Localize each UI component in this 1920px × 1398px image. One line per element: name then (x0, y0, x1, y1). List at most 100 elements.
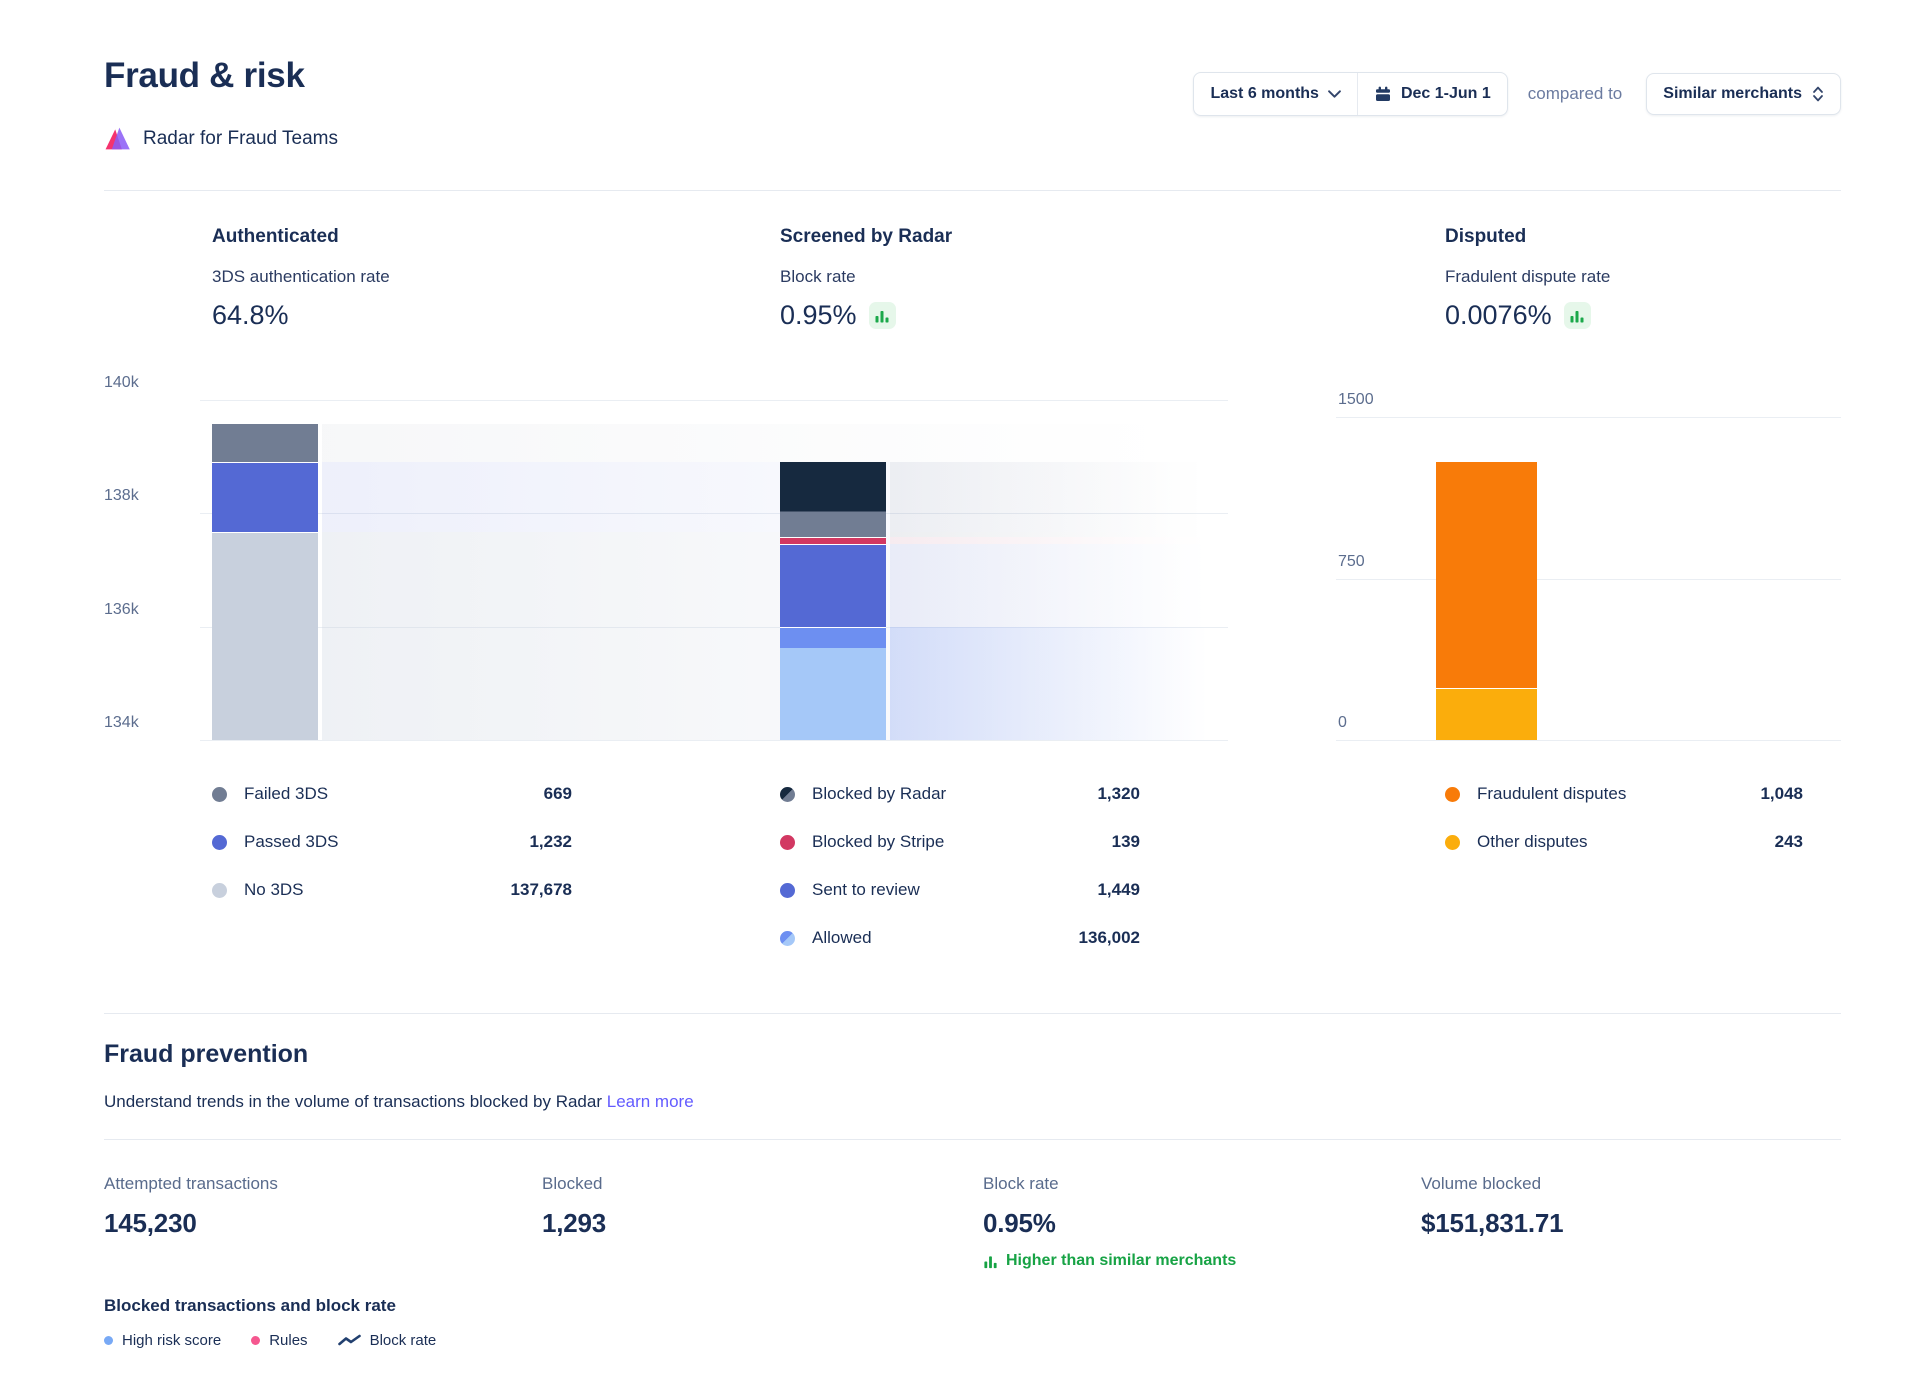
metric-authenticated: Authenticated 3DS authentication rate 64… (212, 226, 642, 331)
bar-segment-no-3ds[interactable] (212, 531, 318, 740)
y-axis-tick: 140k (104, 374, 139, 391)
legend-dot (780, 930, 795, 946)
metric-subtitle: Block rate (780, 267, 856, 286)
bar-segment-allowed[interactable] (780, 626, 886, 740)
legend-label: Blocked by Stripe (812, 832, 945, 851)
bar-segment-other-disputes[interactable] (1436, 687, 1537, 740)
compared-to-label: compared to (1527, 84, 1623, 103)
legend-dot (212, 834, 227, 850)
legend-value: 243 (1774, 832, 1803, 851)
legend-authenticated: Failed 3DS 669 Passed 3DS 1,232 No 3DS 1… (212, 770, 572, 914)
legend-item[interactable]: Passed 3DS 1,232 (212, 818, 572, 866)
range-selector-button[interactable]: Last 6 months (1194, 73, 1356, 115)
legend-item[interactable]: Sent to review 1,449 (780, 866, 1140, 914)
legend-item[interactable]: Blocked by Stripe 139 (780, 818, 1140, 866)
stat-attempted: Attempted transactions 145,230 (104, 1174, 278, 1239)
legend-item[interactable]: Failed 3DS 669 (212, 770, 572, 818)
legend-label: Fraudulent disputes (1477, 784, 1627, 803)
header-controls: Last 6 months Dec 1-Jun 1 compared (1193, 72, 1841, 116)
bar-trail (890, 461, 1228, 537)
legend-item[interactable]: High risk score (104, 1332, 221, 1349)
legend-item[interactable]: No 3DS 137,678 (212, 866, 572, 914)
higher-benchmark-icon (983, 1254, 998, 1269)
legend-value: 1,048 (1760, 784, 1803, 803)
stat-blocked: Blocked 1,293 (542, 1174, 606, 1239)
radar-logo-icon (104, 126, 131, 151)
comparison-value: Similar merchants (1663, 85, 1802, 102)
stat-volume-blocked: Volume blocked $151,831.71 (1421, 1174, 1564, 1239)
metric-subtitle: Fradulent dispute rate (1445, 267, 1611, 286)
legend-screened: Blocked by Radar 1,320 Blocked by Stripe… (780, 770, 1140, 962)
benchmark-bars-icon (1563, 302, 1591, 329)
line-series-icon (337, 1334, 361, 1347)
metric-title: Screened by Radar (780, 226, 953, 247)
metric-disputed: Disputed Fradulent dispute rate 0.0076% (1445, 226, 1875, 331)
legend-item[interactable]: Allowed 136,002 (780, 914, 1140, 962)
legend-dot (212, 786, 227, 802)
chevron-down-icon (1328, 90, 1341, 98)
legend-item[interactable]: Rules (251, 1332, 308, 1349)
bar-segment-blocked-by-stripe[interactable] (780, 536, 886, 545)
legend-item[interactable]: Fraudulent disputes 1,048 (1445, 770, 1803, 818)
y-axis-tick: 138k (104, 487, 139, 505)
bar-segment-passed-3ds[interactable] (212, 461, 318, 532)
y-axis-tick: 0 (1338, 714, 1347, 731)
legend-value: 136,002 (1078, 928, 1140, 947)
legend-item[interactable]: Blocked by Radar 1,320 (780, 770, 1140, 818)
stat-value: 145,230 (104, 1208, 197, 1238)
bar-segment-sent-to-review[interactable] (780, 544, 886, 627)
product-badge: Radar for Fraud Teams (104, 126, 338, 151)
stat-label: Blocked (542, 1174, 603, 1193)
legend-label: Rules (269, 1332, 308, 1349)
bar-trail (322, 461, 1228, 532)
metric-value: 0.0076% (1445, 300, 1552, 330)
legend-disputed: Fraudulent disputes 1,048 Other disputes… (1445, 770, 1803, 866)
legend-value: 1,320 (1097, 784, 1140, 803)
legend-dot (104, 1336, 113, 1345)
metric-title: Authenticated (212, 226, 339, 247)
legend-label: Passed 3DS (244, 832, 339, 851)
stat-label: Attempted transactions (104, 1174, 278, 1193)
legend-value: 139 (1111, 832, 1140, 851)
legend-label: No 3DS (244, 880, 304, 899)
bar-trail (890, 626, 1228, 740)
benchmark-bars-icon (868, 302, 896, 329)
bar-segment-blocked-by-radar[interactable] (780, 461, 886, 537)
bar-trail (322, 531, 1228, 740)
comparison-select[interactable]: Similar merchants (1646, 73, 1841, 115)
legend-dot (1445, 834, 1460, 850)
legend-dot (212, 882, 227, 898)
legend-item[interactable]: Other disputes 243 (1445, 818, 1803, 866)
legend-label: Failed 3DS (244, 784, 329, 803)
metric-screened: Screened by Radar Block rate 0.95% (780, 226, 1210, 331)
metric-value: 64.8% (212, 300, 289, 330)
product-label: Radar for Fraud Teams (143, 127, 339, 149)
bottom-chart-title: Blocked transactions and block rate (104, 1296, 396, 1315)
bar-segment-fraudulent-disputes[interactable] (1436, 462, 1537, 688)
legend-label: Sent to review (812, 880, 920, 899)
legend-item[interactable]: Block rate (337, 1332, 437, 1349)
date-range-control: Last 6 months Dec 1-Jun 1 (1193, 72, 1508, 116)
legend-dot (780, 834, 795, 850)
legend-dot (251, 1336, 261, 1345)
date-picker-button[interactable]: Dec 1-Jun 1 (1358, 73, 1507, 115)
date-label: Dec 1-Jun 1 (1400, 85, 1491, 102)
metric-title: Disputed (1445, 226, 1527, 247)
stat-label: Volume blocked (1421, 1174, 1542, 1193)
stats-divider (104, 1139, 1841, 1140)
benchmark-note-text: Higher than similar merchants (1006, 1252, 1237, 1269)
stat-label: Block rate (983, 1174, 1059, 1193)
chevron-updown-icon (1812, 85, 1824, 103)
legend-label: Blocked by Radar (812, 784, 947, 803)
learn-more-link[interactable]: Learn more (606, 1092, 694, 1111)
legend-dot (780, 786, 795, 802)
legend-label: Allowed (812, 928, 872, 947)
section-subtitle: Understand trends in the volume of trans… (104, 1092, 694, 1112)
benchmark-note: Higher than similar merchants (983, 1252, 1236, 1270)
bar-segment-failed-3ds[interactable] (212, 423, 318, 462)
legend-dot (1445, 786, 1460, 802)
legend-label: Block rate (369, 1332, 437, 1349)
section-subtitle-text: Understand trends in the volume of trans… (104, 1092, 602, 1111)
y-axis-tick: 134k (104, 714, 139, 731)
